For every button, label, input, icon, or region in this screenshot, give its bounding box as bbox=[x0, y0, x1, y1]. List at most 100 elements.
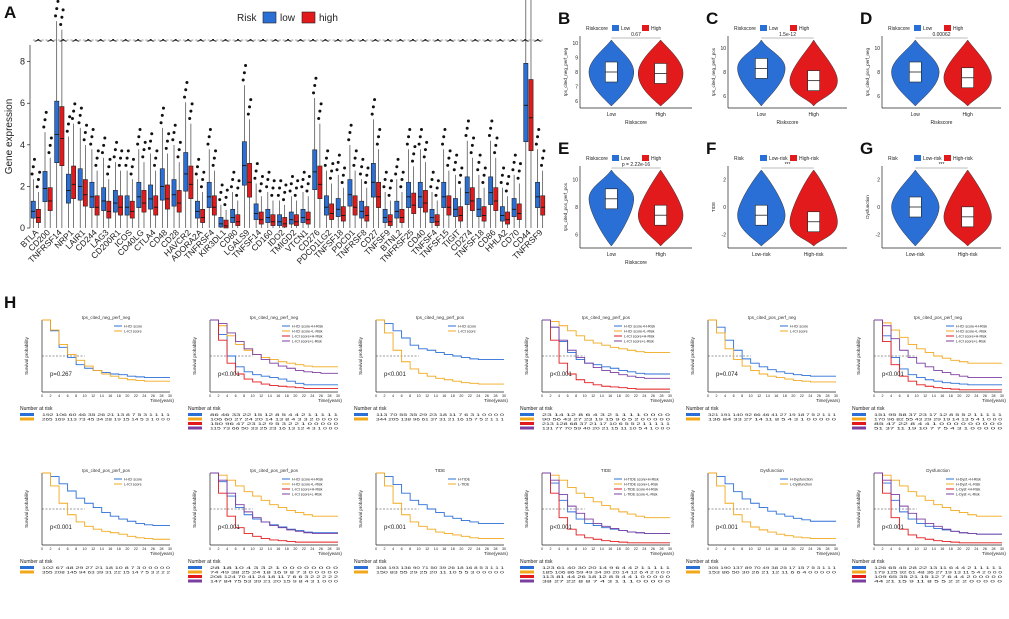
km-x-tick: 18 bbox=[783, 547, 787, 551]
km-x-tick: 20 bbox=[459, 394, 463, 398]
km-x-title: Time(years) bbox=[816, 398, 840, 403]
y-tick-label: 0 bbox=[723, 205, 726, 211]
km-x-tick: 30 bbox=[502, 547, 506, 551]
box-outlier-low bbox=[326, 149, 330, 153]
box-outlier-low bbox=[56, 0, 60, 3]
box-outlier-low bbox=[150, 132, 154, 136]
box-outlier-low bbox=[301, 178, 305, 182]
box-low bbox=[370, 163, 376, 198]
km-x-tick: 28 bbox=[825, 547, 829, 551]
risk-row: 147 84 75 53 39 21 20 15 9 8 4 3 1 0 0 0 bbox=[210, 580, 338, 584]
km-x-tick: 30 bbox=[1000, 394, 1004, 398]
risk-row-key bbox=[852, 570, 866, 574]
km-x-title: Time(years) bbox=[982, 551, 1006, 556]
box-outlier-low bbox=[244, 63, 248, 67]
box-outlier-high bbox=[401, 170, 405, 174]
km-x-tick: 10 bbox=[83, 394, 87, 398]
box-high bbox=[294, 214, 299, 226]
km-x-title: Time(years) bbox=[484, 398, 508, 403]
km-x-tick: 2 bbox=[882, 394, 884, 398]
risk-row-key bbox=[20, 417, 34, 421]
box-outlier-high bbox=[85, 123, 89, 127]
km-x-tick: 10 bbox=[251, 394, 255, 398]
box-high bbox=[211, 195, 217, 216]
legend-label-low: Low bbox=[621, 26, 631, 32]
x-tick-label: High bbox=[655, 112, 666, 118]
box-high bbox=[188, 165, 194, 199]
box-outlier-high bbox=[507, 174, 511, 178]
box-high bbox=[446, 195, 452, 216]
box-low bbox=[347, 179, 353, 207]
box-outlier-low bbox=[465, 126, 469, 130]
km-x-tick: 2 bbox=[716, 394, 718, 398]
box-outlier-low bbox=[418, 135, 422, 139]
box-low bbox=[218, 217, 224, 228]
box-outlier-high bbox=[331, 162, 335, 166]
y-tick-label: 2 bbox=[877, 178, 880, 184]
x-tick-label: Low bbox=[607, 112, 617, 118]
legend-key-low bbox=[760, 155, 767, 161]
x-tick-label: Low bbox=[607, 252, 617, 258]
risk-row-key bbox=[520, 417, 534, 421]
box-outlier-high bbox=[353, 156, 357, 160]
y-tick-label: 10 bbox=[572, 41, 578, 47]
risk-row: 150 96 47 23 12 9 5 3 2 2 1 0 0 0 0 0 bbox=[210, 422, 338, 426]
box-outlier-high bbox=[235, 193, 239, 197]
box-outlier-low bbox=[31, 165, 35, 169]
box-outlier-high bbox=[425, 140, 429, 144]
legend-title: Riskscore bbox=[586, 26, 608, 32]
risk-row-key bbox=[520, 426, 534, 430]
box-low bbox=[359, 200, 365, 219]
km-legend-label: H-ICI score+H-Risk bbox=[292, 478, 323, 482]
legend-key-low bbox=[914, 25, 921, 31]
km-x-tick: 30 bbox=[502, 394, 506, 398]
km-x-tick: 2 bbox=[716, 547, 718, 551]
km-legend-label: L-ICI score+L-Risk bbox=[956, 340, 986, 344]
risk-row: 38 27 22 8 8 7 4 3 1 1 1 0 0 0 0 0 bbox=[542, 580, 670, 584]
box-outlier-low bbox=[278, 186, 282, 190]
km-legend-label: L-ICI score+L-Risk bbox=[292, 340, 322, 344]
box-outlier-low bbox=[32, 157, 36, 161]
km-legend-label: L-ICI score+H-Risk bbox=[292, 335, 323, 339]
risk-row: 90 56 43 27 23 19 15 9 6 5 2 0 0 0 0 0 bbox=[542, 418, 670, 422]
km-plot: tps_cited_neg_perf_pos Survival probabili… bbox=[520, 315, 674, 431]
box-low bbox=[66, 173, 71, 204]
km-x-tick: 30 bbox=[834, 547, 838, 551]
risk-row-key bbox=[354, 417, 368, 421]
y-tick-label: 0 bbox=[877, 205, 880, 211]
km-x-tick: 0 bbox=[707, 394, 709, 398]
km-x-tick: 12 bbox=[757, 394, 761, 398]
km-x-title: Time(years) bbox=[816, 551, 840, 556]
box-outlier-high bbox=[434, 193, 438, 197]
box-outlier-low bbox=[113, 148, 117, 152]
legend-title: Risk bbox=[888, 156, 898, 162]
box-outlier-high bbox=[73, 102, 77, 106]
km-curve bbox=[708, 319, 836, 377]
km-x-tick: 2 bbox=[882, 547, 884, 551]
box-outlier-low bbox=[68, 115, 72, 119]
box-low bbox=[464, 176, 470, 205]
box-outlier-high bbox=[202, 170, 206, 174]
box-high bbox=[235, 214, 241, 226]
y-tick-label: 8 bbox=[575, 70, 578, 76]
km-x-tick: 18 bbox=[949, 547, 953, 551]
risk-row: 185 106 86 59 49 34 30 20 14 12 6 4 2 0 … bbox=[542, 571, 670, 575]
km-x-tick: 28 bbox=[659, 394, 663, 398]
box-outlier-high bbox=[306, 182, 310, 186]
km-legend-label: H-ICI score+L-Risk bbox=[956, 330, 987, 334]
risk-row-key bbox=[520, 413, 534, 416]
box-outlier-low bbox=[171, 138, 175, 142]
risk-row: 23 14 12 8 6 4 3 2 1 1 1 1 0 0 0 0 bbox=[542, 413, 670, 417]
box-low bbox=[288, 211, 294, 225]
box-outlier-low bbox=[90, 135, 94, 139]
box-outlier-low bbox=[137, 135, 141, 139]
km-x-tick: 2 bbox=[50, 394, 52, 398]
box-outlier-low bbox=[442, 135, 446, 139]
km-x-tick: 18 bbox=[617, 394, 621, 398]
box-outlier-high bbox=[225, 188, 229, 192]
box-outlier-low bbox=[314, 76, 318, 80]
risk-row-key bbox=[852, 575, 866, 578]
km-x-tick: 18 bbox=[285, 547, 289, 551]
box-outlier-high bbox=[199, 185, 203, 189]
km-legend-label: H-Dysf.+H-Risk bbox=[956, 478, 981, 482]
